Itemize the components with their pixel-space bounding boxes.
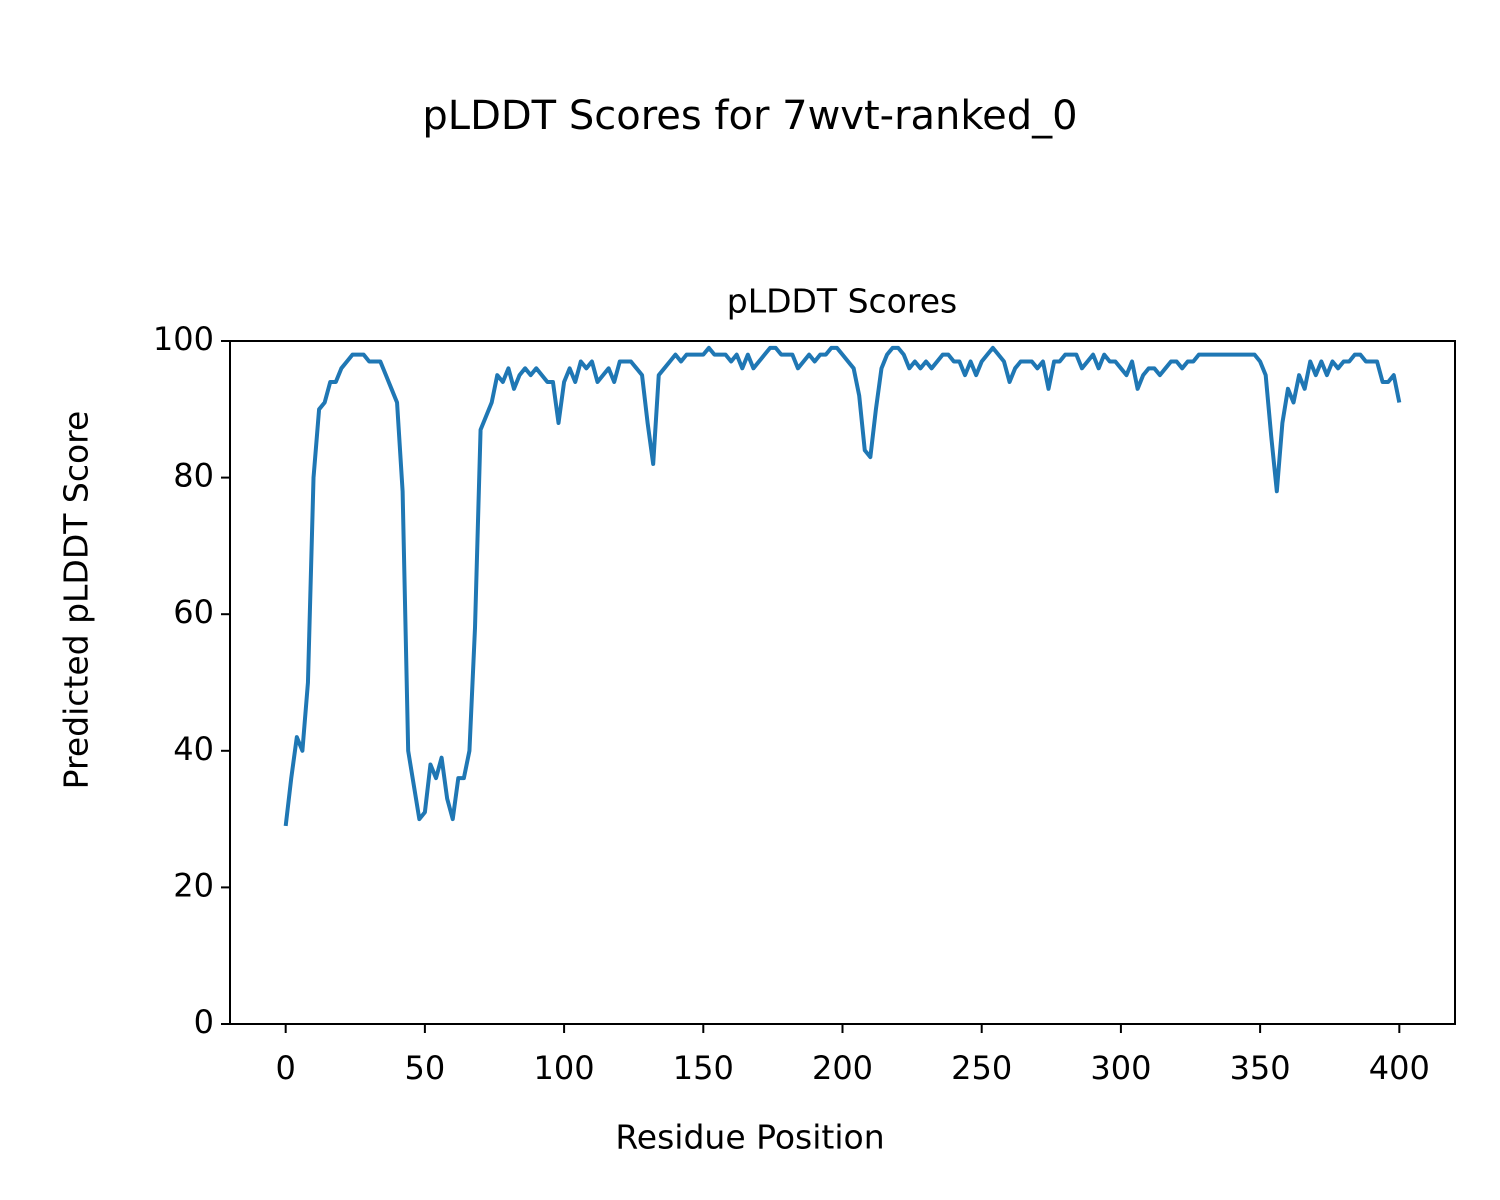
x-axis-label: Residue Position	[615, 1118, 884, 1157]
y-tick-label: 80	[173, 457, 214, 495]
x-tick-label: 0	[276, 1049, 296, 1087]
plot-area	[283, 345, 1402, 827]
axes-title: pLDDT Scores	[727, 282, 957, 321]
x-tick-label: 200	[812, 1049, 873, 1087]
data-line	[283, 345, 1402, 827]
y-axis-label: Predicted pLDDT Score	[57, 411, 96, 790]
x-tick-label: 50	[405, 1049, 446, 1087]
chart-title: pLDDT Scores for 7wvt-ranked_0	[422, 93, 1077, 139]
y-tick-label: 60	[173, 593, 214, 631]
y-tick-label: 100	[153, 320, 214, 358]
x-tick-label: 350	[1230, 1049, 1291, 1087]
y-tick-label: 40	[173, 730, 214, 768]
x-tick-label: 300	[1090, 1049, 1151, 1087]
x-tick-label: 150	[673, 1049, 734, 1087]
x-tick-label: 400	[1369, 1049, 1430, 1087]
y-tick-label: 20	[173, 866, 214, 904]
y-tick-label: 0	[194, 1003, 214, 1041]
x-tick-label: 250	[951, 1049, 1012, 1087]
x-tick-label: 100	[534, 1049, 595, 1087]
